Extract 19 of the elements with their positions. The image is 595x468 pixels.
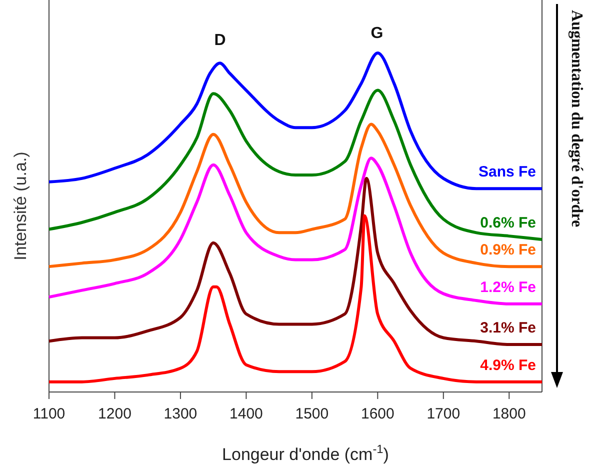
text: G [370,25,384,42]
series-label: 3.1% Fe [480,320,536,337]
x-tick-label: 1400 [230,406,263,422]
x-tick-label: 1100 [32,406,66,422]
series-label: 0.9% Fe [480,242,536,259]
y-axis-title: Intensité (u.a.) [11,152,30,260]
x-tick-label: 1800 [492,406,526,422]
series-label: 0.6% Fe [480,214,536,232]
x-tick-label: 1600 [360,406,394,422]
x-tick-label: 1200 [98,406,132,422]
series-label: 1.2% Fe [480,278,536,296]
x-axis-title: Longeur d'onde (cm$^{-1}$) [222,442,389,464]
x-tick-label: 1700 [426,406,460,422]
series-label: Sans Fe [478,164,536,181]
series-label: 4.9% Fe [480,356,536,374]
x-tick-label: 1300 [164,406,198,422]
x-tick-label: 1500 [295,406,329,422]
text: D [214,32,226,49]
text: Augmentation du degré d'ordre [568,10,585,228]
